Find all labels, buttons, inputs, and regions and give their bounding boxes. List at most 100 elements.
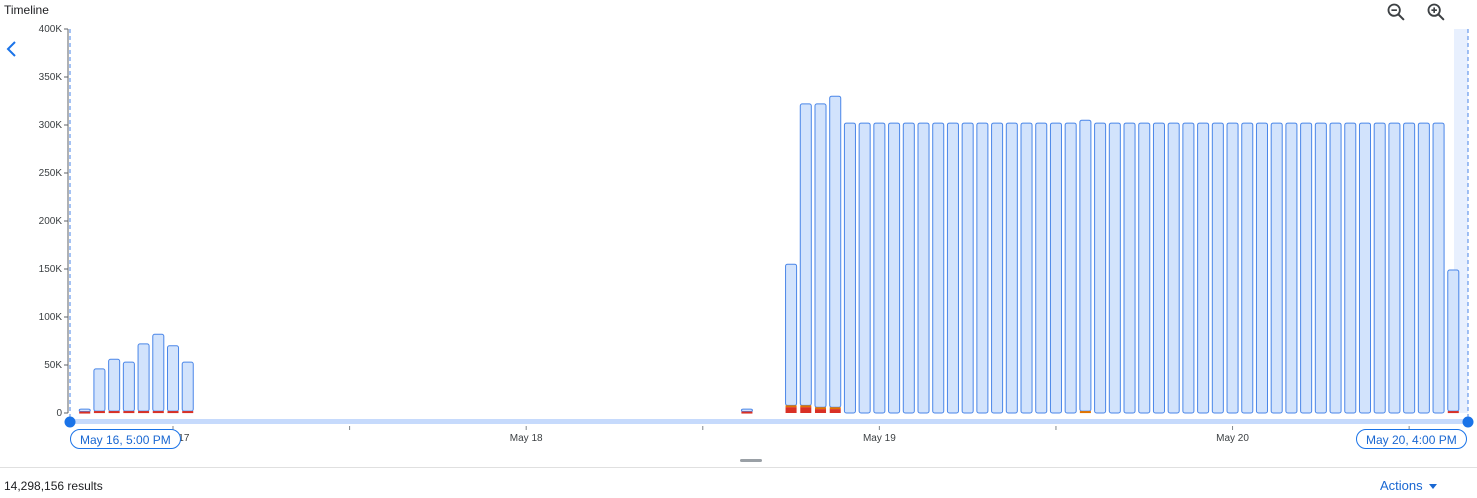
bar <box>1005 122 1018 414</box>
bar <box>917 122 930 414</box>
zoom-in-icon <box>1427 3 1445 21</box>
range-track <box>70 419 1468 424</box>
caret-down-icon <box>1428 484 1437 490</box>
bar <box>843 122 856 414</box>
bar <box>1152 122 1165 414</box>
y-tick-label: 100K <box>39 312 63 323</box>
zoom-out-button[interactable] <box>1385 1 1407 23</box>
bar <box>1255 122 1268 414</box>
bar-error-segment <box>182 411 194 414</box>
bar <box>1329 122 1342 414</box>
y-tick-label: 200K <box>39 216 63 227</box>
bar <box>1064 122 1077 414</box>
bar-error-segment <box>1447 411 1459 414</box>
bar <box>961 122 974 414</box>
y-tick-label: 0 <box>56 408 62 419</box>
bar <box>946 122 959 414</box>
bar <box>1020 122 1033 414</box>
bar <box>152 333 165 412</box>
bar <box>1447 269 1460 412</box>
bar <box>1182 122 1195 414</box>
bar-warning-segment <box>829 407 841 410</box>
bar <box>181 361 194 412</box>
bar <box>1417 122 1430 414</box>
bar-error-segment <box>152 411 164 414</box>
bar <box>740 408 753 413</box>
bar <box>93 368 106 412</box>
bar-error-segment <box>814 409 827 413</box>
divider <box>0 467 1477 468</box>
bar <box>1138 122 1151 414</box>
bar-warning-segment <box>814 407 827 410</box>
bar <box>1241 122 1254 414</box>
bar-error-segment <box>138 411 150 414</box>
y-tick-label: 50K <box>44 360 62 371</box>
bar <box>1123 122 1136 414</box>
range-end-chip[interactable]: May 20, 4:00 PM <box>1356 429 1467 449</box>
x-tick-label: May 19 <box>863 433 896 444</box>
bar <box>829 95 842 408</box>
zoom-in-button[interactable] <box>1425 1 1447 23</box>
bar-error-segment <box>79 411 91 414</box>
bar <box>1035 122 1048 414</box>
x-tick-label: May 20 <box>1216 433 1249 444</box>
range-start-chip[interactable]: May 16, 5:00 PM <box>70 429 181 449</box>
bar <box>108 358 121 412</box>
actions-button[interactable]: Actions <box>1380 478 1437 493</box>
actions-label: Actions <box>1380 478 1423 493</box>
timeline-chart: 050K100K150K200K250K300K350K400KMay 17Ma… <box>39 24 1474 444</box>
bar <box>1270 122 1283 414</box>
bar-error-segment <box>167 411 179 414</box>
back-button[interactable] <box>3 38 21 60</box>
bar <box>1197 122 1210 414</box>
bar <box>1079 119 1092 412</box>
bar <box>1108 122 1121 414</box>
bar <box>1167 122 1180 414</box>
bar <box>1226 122 1239 414</box>
bar <box>1211 122 1224 414</box>
results-count: 14,298,156 results <box>4 479 103 493</box>
bar <box>137 343 150 412</box>
bar <box>1403 122 1416 414</box>
bar <box>1094 122 1107 414</box>
range-end-handle <box>1462 416 1474 428</box>
bar <box>976 122 989 414</box>
bar <box>873 122 886 414</box>
chevron-left-icon <box>6 41 16 57</box>
zoom-out-icon <box>1387 3 1405 21</box>
bar <box>122 361 135 412</box>
y-tick-label: 400K <box>39 24 63 35</box>
x-tick-label: May 18 <box>510 433 543 444</box>
bar-error-segment <box>741 411 753 414</box>
range-start-handle <box>64 416 76 428</box>
bar <box>858 122 871 414</box>
bar <box>1432 122 1445 414</box>
bar <box>78 408 91 413</box>
bar-error-segment <box>800 407 812 413</box>
y-tick-label: 150K <box>39 264 63 275</box>
bar <box>932 122 945 414</box>
bar <box>888 122 901 414</box>
bar-error-segment <box>108 411 120 414</box>
y-tick-label: 250K <box>39 168 63 179</box>
bar-warning-segment <box>785 405 797 408</box>
bar-error-segment <box>93 411 105 414</box>
bar-warning-segment <box>1079 411 1091 414</box>
bar-error-segment <box>123 411 135 414</box>
bar-error-segment <box>785 407 797 413</box>
bar <box>1388 122 1401 414</box>
bar <box>1300 122 1313 414</box>
bar <box>814 103 827 408</box>
bar <box>1285 122 1298 414</box>
resize-handle[interactable] <box>740 459 762 462</box>
bar <box>902 122 915 414</box>
bar <box>1373 122 1386 414</box>
page-title: Timeline <box>4 3 49 17</box>
bar <box>991 122 1004 414</box>
bar <box>799 103 812 406</box>
y-tick-label: 300K <box>39 120 63 131</box>
bar-warning-segment <box>800 405 812 408</box>
bar-error-segment <box>829 409 841 413</box>
bar <box>1314 122 1327 414</box>
bar <box>1358 122 1372 414</box>
